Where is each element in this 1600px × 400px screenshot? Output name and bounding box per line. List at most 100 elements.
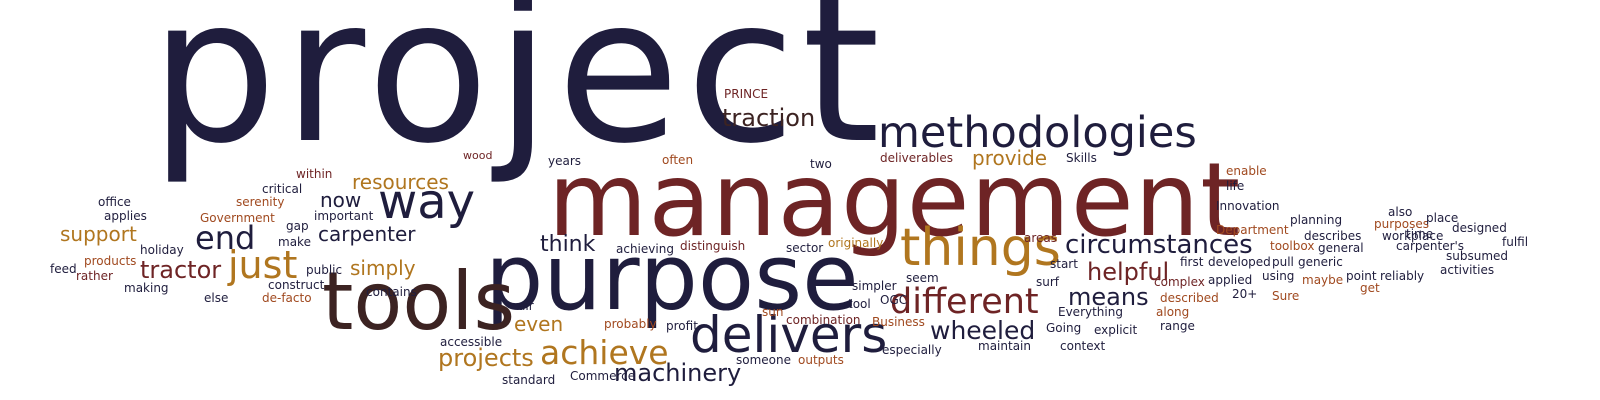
word-general: general (1318, 241, 1364, 255)
word-contains: contains (366, 285, 417, 299)
word-holiday: holiday (140, 243, 184, 257)
word-even: even (514, 312, 564, 336)
word-seem: seem (906, 271, 939, 285)
word-way: way (378, 174, 476, 230)
word-using: using (1262, 269, 1295, 283)
word-tools: tools (322, 255, 516, 348)
word-simply: simply (350, 256, 416, 280)
word-applied: applied (1208, 273, 1253, 287)
word-circumstances: circumstances (1065, 230, 1253, 260)
word-delivers: delivers (690, 306, 888, 364)
word-make: make (278, 235, 311, 249)
word-areas: areas (1024, 231, 1058, 245)
word-achieve: achieve (540, 333, 669, 372)
word-management: management (548, 141, 1242, 260)
word-20plus: 20+ (1232, 287, 1258, 301)
word-things: things (900, 218, 1061, 278)
word-complex: complex (1154, 275, 1205, 289)
word-context: context (1060, 339, 1106, 353)
word-deliverables: deliverables (880, 151, 954, 165)
word-often: often (662, 153, 694, 167)
word-surf: surf (1036, 275, 1060, 289)
word-air: air (518, 299, 534, 313)
word-combination: combination (786, 313, 861, 327)
word-methodologies: methodologies (878, 108, 1197, 158)
word-traction: traction (722, 104, 816, 132)
word-planning: planning (1290, 213, 1343, 227)
word-outputs: outputs (798, 353, 844, 367)
word-place: place (1426, 211, 1459, 225)
word-time: time (1406, 227, 1434, 241)
word-along: along (1156, 305, 1190, 319)
word-tractor: tractor (140, 256, 222, 284)
word-profit: profit (666, 319, 698, 333)
word-distinguish: distinguish (680, 239, 746, 253)
word-pull: pull (1272, 255, 1294, 269)
word-important: important (314, 209, 374, 223)
word-serenity: serenity (236, 195, 285, 209)
word-sure: Sure (1272, 289, 1300, 303)
word-support: support (60, 222, 137, 246)
word-describes: describes (1304, 229, 1362, 243)
word-sector: sector (786, 241, 824, 255)
word-accessible: accessible (440, 335, 503, 349)
word-subsumed: subsumed (1446, 249, 1509, 263)
word-projects: projects (438, 344, 534, 372)
word-someone: someone (736, 353, 791, 367)
word-provide: provide (972, 146, 1048, 170)
word-get: get (1360, 281, 1380, 295)
word-activities: activities (1440, 263, 1495, 277)
word-public: public (306, 263, 343, 277)
word-feed: feed (50, 262, 77, 276)
word-fulfil: fulfil (1502, 235, 1529, 249)
word-reliably: reliably (1380, 269, 1425, 283)
word-commerce: Commerce (570, 369, 636, 383)
word-life: life (1226, 179, 1245, 193)
word-going: Going (1046, 321, 1082, 335)
word-products: products (84, 254, 137, 268)
word-helpful: helpful (1087, 258, 1170, 286)
word-designed: designed (1452, 221, 1507, 235)
word-department: Department (1216, 223, 1289, 237)
word-machinery: machinery (614, 359, 742, 387)
word-standard: standard (502, 373, 556, 387)
word-applies: applies (104, 209, 147, 223)
word-generic: generic (1298, 255, 1343, 269)
word-tool: tool (848, 297, 871, 311)
word-think: think (540, 232, 596, 257)
word-carpenter: carpenter (318, 222, 416, 246)
word-range: range (1160, 319, 1195, 333)
word-project: project (150, 0, 887, 188)
word-office: office (98, 195, 131, 209)
word-means: means (1068, 283, 1149, 311)
word-carpenters: carpenter's (1396, 239, 1465, 253)
word-making: making (124, 281, 169, 295)
word-purpose: purpose (485, 224, 859, 331)
word-sun: sun (762, 305, 784, 319)
word-achieving: achieving (616, 242, 674, 256)
word-maintain: maintain (978, 339, 1031, 353)
word-everything: Everything (1058, 305, 1123, 319)
word-prince: PRINCE (724, 87, 769, 101)
word-resources: resources (352, 170, 449, 194)
word-first: first (1180, 255, 1204, 269)
word-rather: rather (76, 269, 113, 283)
word-skills: Skills (1066, 151, 1097, 165)
word-end: end (195, 219, 256, 257)
word-explicit: explicit (1094, 323, 1138, 337)
word-different: different (890, 282, 1039, 322)
word-workplace: workplace (1382, 229, 1444, 243)
word-two: two (810, 157, 832, 171)
word-especially: especially (882, 343, 942, 357)
word-probably: probably (604, 317, 657, 331)
word-purposes: purposes (1374, 217, 1430, 231)
word-just: just (228, 243, 298, 287)
word-within: within (296, 167, 333, 181)
word-simpler: simpler (852, 279, 897, 293)
word-ogc: OGC (880, 293, 908, 307)
word-critical: critical (262, 182, 303, 196)
word-start: start (1050, 257, 1078, 271)
word-developed: developed (1208, 255, 1271, 269)
word-point: point (1346, 269, 1377, 283)
